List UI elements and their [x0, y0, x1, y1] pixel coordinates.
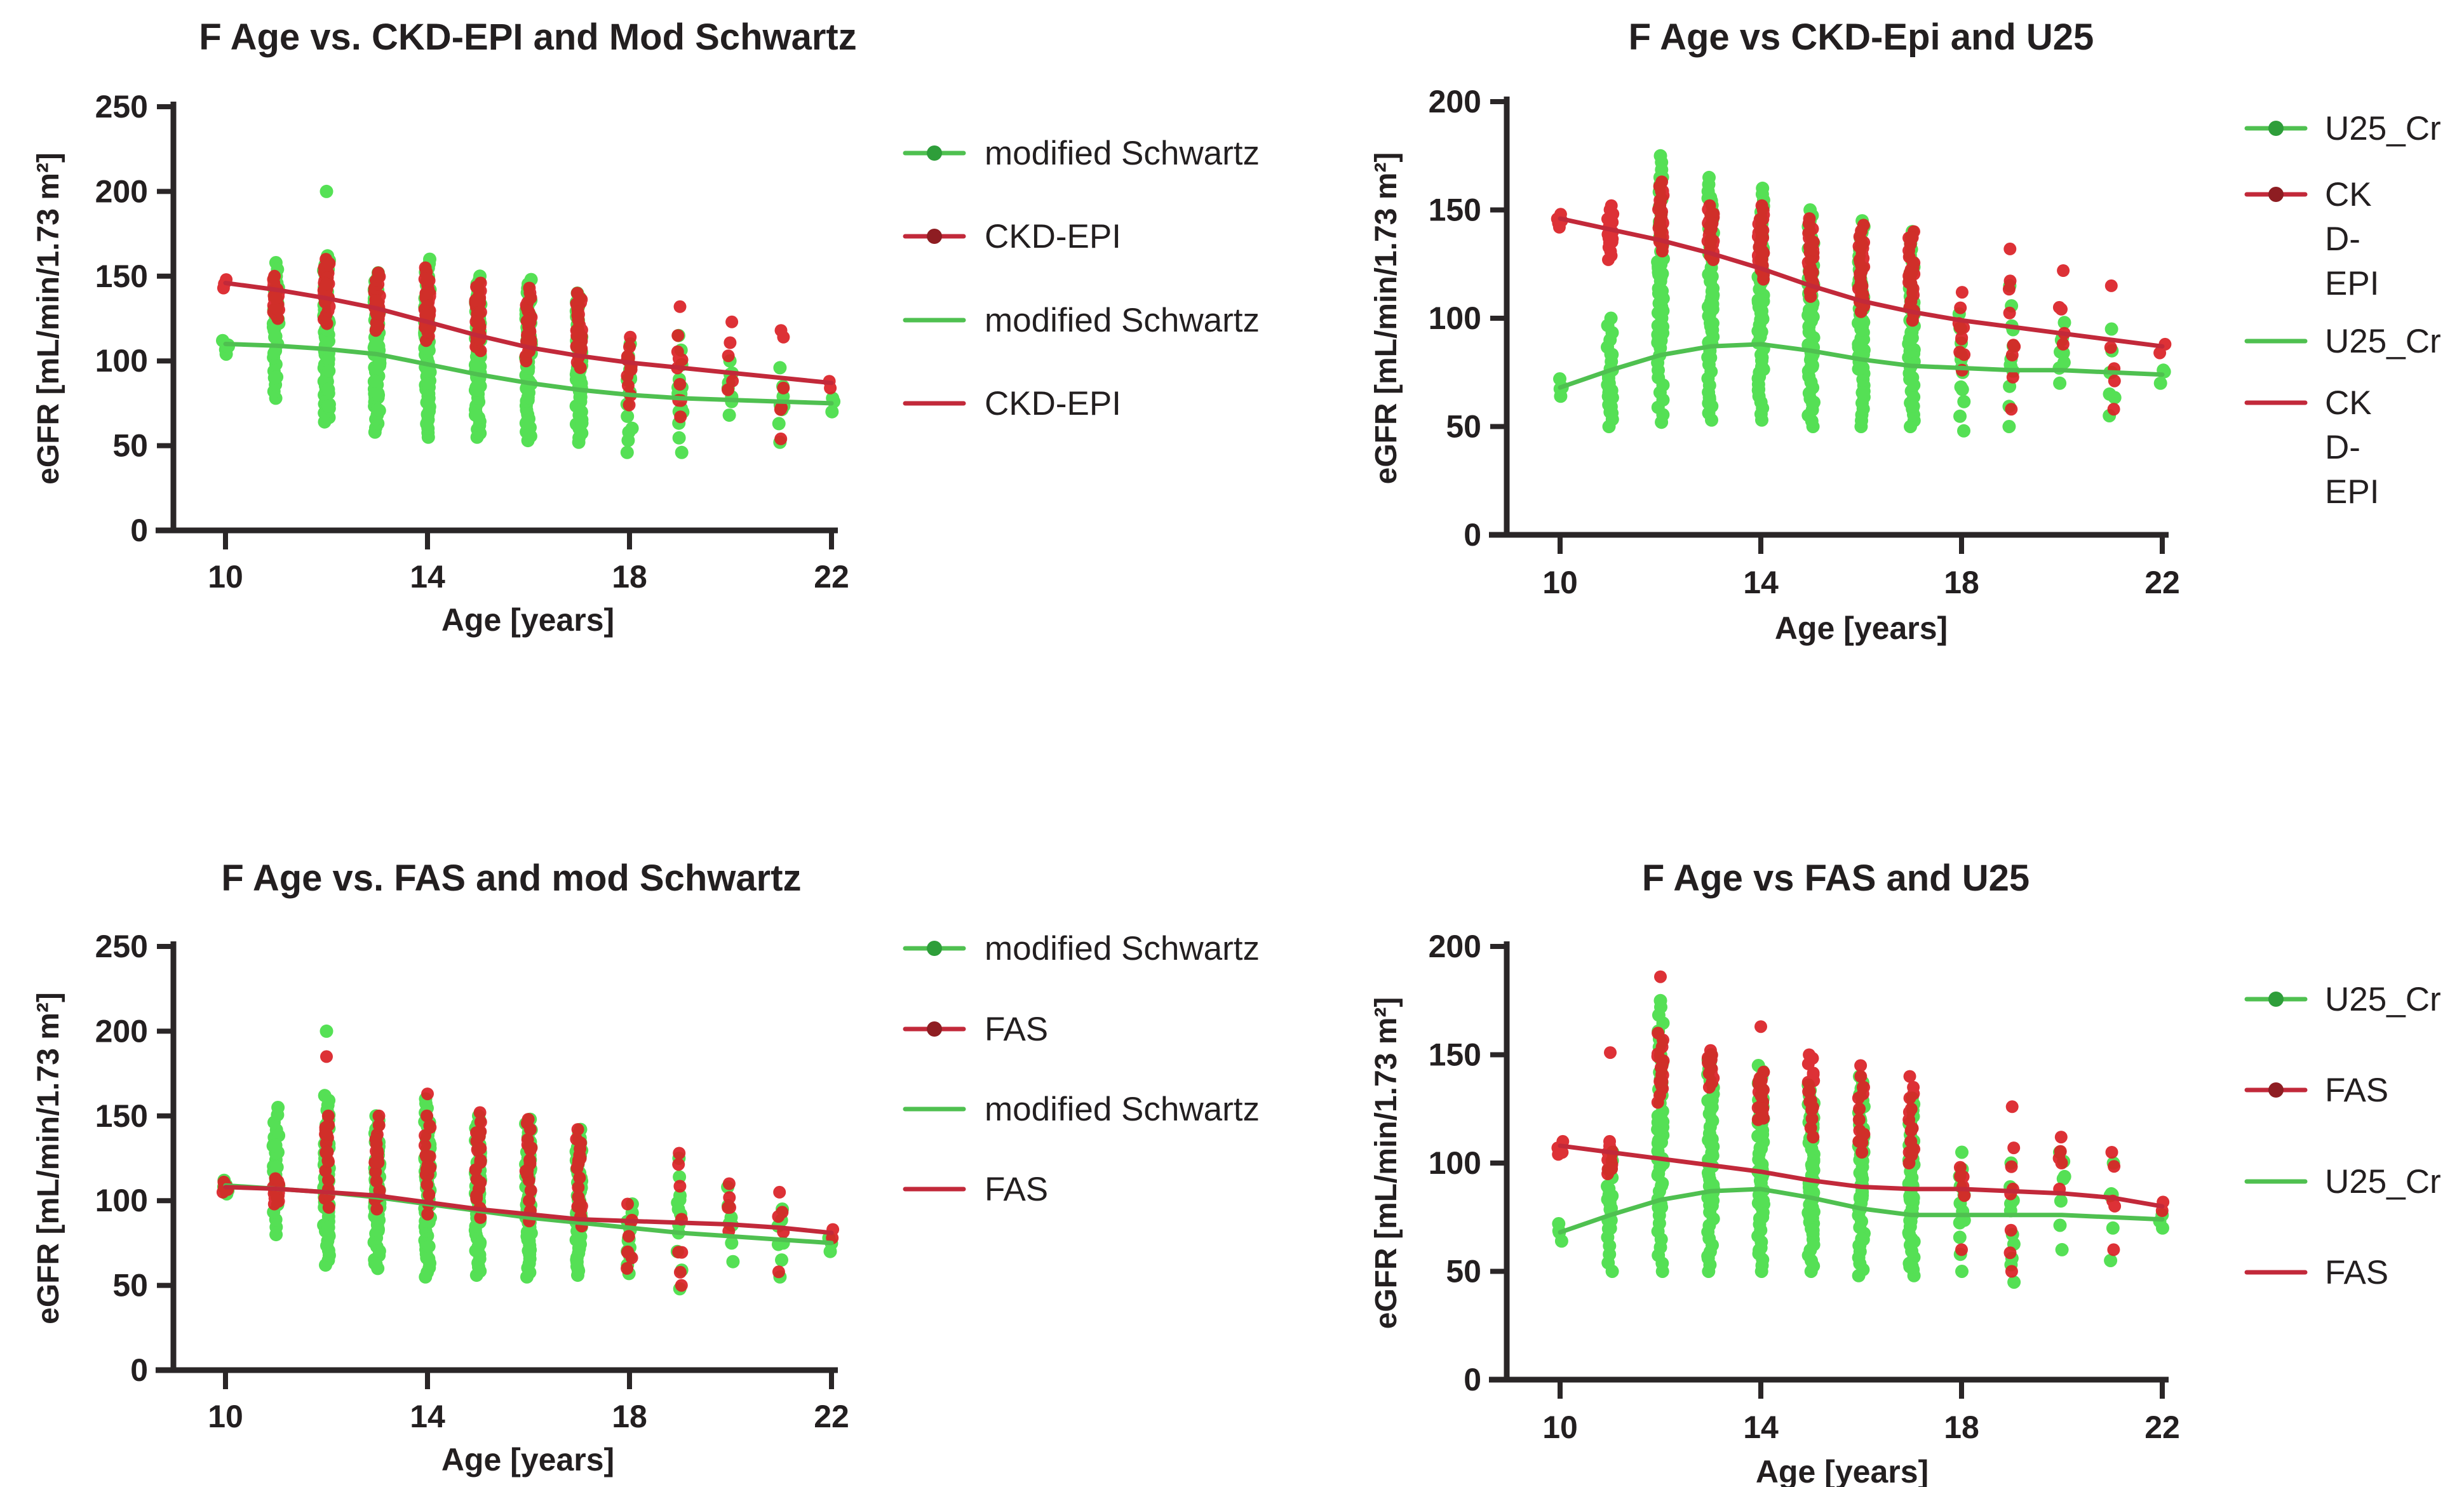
y-tick-label: 200 — [95, 173, 148, 209]
legend-marker-dot — [2268, 1082, 2284, 1098]
x-axis-label: Age [years] — [1775, 610, 1948, 646]
y-tick-label: 250 — [95, 929, 148, 964]
y-tick-label: 100 — [95, 1183, 148, 1218]
x-tick-label: 22 — [2144, 1410, 2180, 1445]
trend-line-red — [223, 1185, 834, 1235]
x-axis-label: Age [years] — [441, 602, 614, 638]
legend: modified Schwartz FAS modified Schwartz FAS — [903, 930, 1260, 1208]
trend-line-red — [1558, 1143, 2165, 1209]
legend-label: FAS — [985, 1171, 1048, 1208]
legend-marker-dot — [927, 941, 942, 956]
y-tick-label: 250 — [95, 89, 148, 124]
x-tick-label: 10 — [1542, 1410, 1578, 1445]
legend-label: U25_Cr — [2325, 1163, 2441, 1201]
y-tick-label: 200 — [1429, 929, 1481, 964]
x-tick-label: 14 — [1743, 565, 1779, 600]
y-tick-label: 150 — [95, 1098, 148, 1134]
legend-label: CK — [2325, 176, 2372, 213]
x-tick-label: 18 — [612, 559, 647, 595]
x-axis-label: Age [years] — [1756, 1454, 1929, 1487]
legend-marker-dot — [2268, 992, 2284, 1007]
y-tick-label: 50 — [112, 1268, 148, 1303]
y-axis-label: eGFR [mL/min/1.73 m²] — [1370, 152, 1403, 485]
x-tick-label: 10 — [208, 1399, 243, 1434]
legend-label: modified Schwartz — [985, 930, 1260, 967]
x-tick-label: 22 — [2144, 565, 2180, 600]
scatter-series-red-3 — [1551, 970, 2170, 1278]
y-axis-label: eGFR [mL/min/1.73 m²] — [32, 152, 65, 485]
legend-marker-dot — [2268, 187, 2284, 202]
panel-title: F Age vs. FAS and mod Schwartz — [221, 858, 801, 899]
panel-title: F Age vs CKD-Epi and U25 — [1629, 17, 2094, 58]
trend-line-red — [1558, 216, 2165, 349]
x-tick-label: 18 — [612, 1399, 647, 1434]
legend-label: modified Schwartz — [985, 135, 1260, 172]
y-tick-label: 0 — [130, 513, 148, 548]
chart-panel-female-age-vs-ckdepi-and-u25: 0 50 100 150 200 10 14 18 22 F Age vs CKD-Epi and… — [1370, 17, 2441, 646]
trend-line-green — [1558, 342, 2165, 390]
trend-line-green — [223, 342, 834, 406]
x-tick-label: 14 — [1743, 1410, 1779, 1445]
legend: U25_Cr FAS U25_Cr FAS — [2244, 981, 2441, 1291]
legend-label: FAS — [2325, 1072, 2388, 1109]
trend-line-red — [223, 281, 834, 386]
y-tick-label: 150 — [1429, 192, 1481, 228]
y-tick-label: 50 — [112, 428, 148, 464]
y-tick-label: 0 — [1464, 1362, 1481, 1397]
legend-label: FAS — [985, 1011, 1048, 1048]
legend-label: CK — [2325, 384, 2372, 422]
y-tick-label: 150 — [1429, 1037, 1481, 1073]
x-axis-label: Age [years] — [441, 1442, 614, 1477]
legend: modified Schwartz CKD-EPI modified Schwart… — [903, 135, 1260, 422]
legend-label: CKD-EPI — [985, 218, 1121, 255]
x-tick-label: 18 — [1944, 565, 1979, 600]
x-tick-label: 10 — [1542, 565, 1578, 600]
legend-label: EPI — [2325, 473, 2379, 511]
legend-label: D- — [2325, 220, 2360, 258]
chart-panel-female-age-vs-fas-and-mod-schwartz: 0 50 100 150 200 250 10 14 18 22 F Age vs. FAS and… — [32, 858, 1260, 1477]
y-tick-label: 0 — [130, 1352, 148, 1388]
legend-label: D- — [2325, 429, 2360, 466]
y-tick-label: 0 — [1464, 517, 1481, 553]
x-tick-label: 18 — [1944, 1410, 1979, 1445]
legend-marker-dot — [2268, 121, 2284, 136]
x-tick-label: 22 — [814, 1399, 849, 1434]
chart-panel-female-age-vs-fas-and-u25: 0 50 100 150 200 10 14 18 22 F Age vs FAS and U25… — [1370, 858, 2441, 1487]
legend-marker-dot — [927, 145, 942, 161]
x-tick-label: 14 — [410, 559, 445, 595]
legend: U25_Cr CK D- EPI U25_Cr CK D- EPI — [2244, 110, 2441, 511]
panel-title: F Age vs. CKD-EPI and Mod Schwartz — [199, 17, 857, 58]
y-tick-label: 100 — [95, 343, 148, 379]
legend-label: U25_Cr — [2325, 323, 2441, 360]
legend-label: U25_Cr — [2325, 981, 2441, 1018]
legend-marker-dot — [927, 1021, 942, 1037]
y-tick-label: 150 — [95, 259, 148, 294]
y-axis-label: eGFR [mL/min/1.73 m²] — [32, 992, 65, 1324]
scatter-series-red-1 — [1551, 175, 2172, 416]
y-tick-label: 100 — [1429, 300, 1481, 336]
legend-label: U25_Cr — [2325, 110, 2441, 147]
y-tick-label: 200 — [1429, 84, 1481, 119]
x-tick-label: 22 — [814, 559, 849, 595]
x-tick-label: 10 — [208, 559, 243, 595]
y-tick-label: 50 — [1446, 1254, 1481, 1289]
legend-label: CKD-EPI — [985, 385, 1121, 422]
chart-panel-female-age-vs-ckdepi-and-mod-schwartz: 0 50 100 150 200 250 10 14 18 22 F Age vs. CKD-EPI… — [32, 17, 1260, 638]
legend-label: modified Schwartz — [985, 1091, 1260, 1128]
legend-marker-dot — [927, 229, 942, 244]
x-tick-label: 14 — [410, 1399, 445, 1434]
y-tick-label: 50 — [1446, 409, 1481, 445]
legend-label: modified Schwartz — [985, 302, 1260, 339]
trend-line-green — [1558, 1187, 2165, 1235]
legend-label: EPI — [2325, 265, 2379, 302]
panel-title: F Age vs FAS and U25 — [1642, 858, 2030, 899]
y-tick-label: 200 — [95, 1013, 148, 1049]
y-axis-label: eGFR [mL/min/1.73 m²] — [1370, 997, 1403, 1329]
y-tick-label: 100 — [1429, 1145, 1481, 1181]
legend-label: FAS — [2325, 1254, 2388, 1291]
